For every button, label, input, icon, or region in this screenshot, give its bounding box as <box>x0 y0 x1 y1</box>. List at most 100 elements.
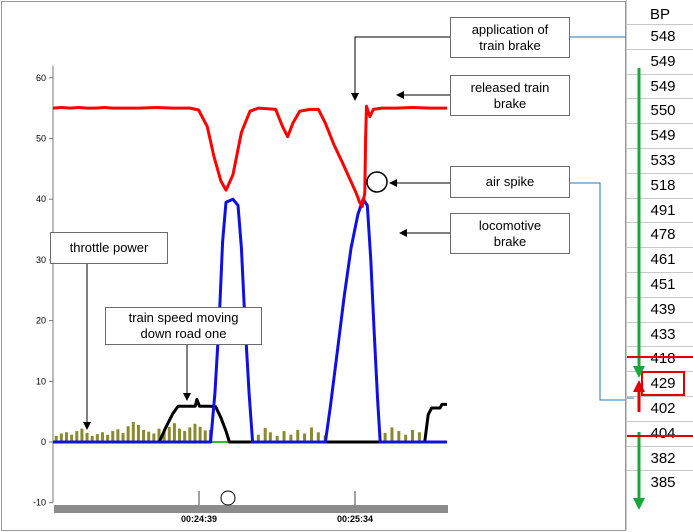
bp-row: 418 <box>627 346 693 371</box>
series-lines <box>52 104 447 444</box>
bp-value: 385 <box>650 474 676 492</box>
time-tick-label: 00:25:34 <box>337 514 373 524</box>
throttle-bar <box>167 426 171 442</box>
bp-row: 548 <box>627 24 693 49</box>
throttle-bar <box>75 431 79 442</box>
annotation-train-speed: train speed moving down road one <box>105 307 262 345</box>
annotation-application-brake: application of train brake <box>450 17 570 58</box>
throttle-bar <box>198 426 202 442</box>
throttle-bar <box>95 434 99 442</box>
bp-header: BP <box>649 6 670 23</box>
annotation-released-brake: released train brake <box>450 75 570 116</box>
throttle-bar <box>178 428 182 442</box>
y-tick-label: 40 <box>36 194 46 204</box>
throttle-bar <box>282 431 286 442</box>
time-axis: 00:24:39 00:25:34 <box>54 490 448 524</box>
bp-panel: BP 548 549 549 550 549 533 518 491 478 461 451 439 4… <box>626 0 693 530</box>
throttle-bar <box>100 432 104 442</box>
annotation-air-spike: air spike <box>450 166 570 198</box>
y-tick-label: 20 <box>36 316 46 326</box>
bp-value: 429 <box>641 371 685 397</box>
bp-row: 491 <box>627 197 693 223</box>
bp-row: 429 <box>627 371 693 397</box>
throttle-bar <box>152 433 156 442</box>
bp-value: 548 <box>650 28 676 45</box>
time-tick-label: 00:24:39 <box>181 514 217 524</box>
bp-value: 491 <box>650 201 676 219</box>
bp-value: 439 <box>650 300 676 318</box>
y-tick-label: 50 <box>36 134 46 144</box>
bp-value: 549 <box>650 52 676 70</box>
y-tick-label: 10 <box>36 376 46 386</box>
bp-value: 533 <box>650 152 676 169</box>
throttle-bar <box>309 427 313 442</box>
air-spike-circle <box>366 171 388 193</box>
bp-row: 478 <box>627 222 693 247</box>
annotation-arrows <box>83 36 627 430</box>
throttle-bar <box>80 428 84 442</box>
bp-row: 402 <box>627 396 693 421</box>
bp-row: 439 <box>627 296 693 322</box>
bp-value: 382 <box>650 449 676 467</box>
bp-row: 549 <box>627 123 693 148</box>
time-scrollbar <box>54 505 448 513</box>
series-line-locomotive-brake <box>53 197 447 444</box>
throttle-bar <box>64 432 68 442</box>
throttle-bar <box>147 431 151 442</box>
bp-row: 549 <box>627 48 693 74</box>
throttle-bar <box>70 434 74 442</box>
throttle-bar <box>136 425 140 442</box>
throttle-bar <box>116 429 120 442</box>
bp-row: 461 <box>627 247 693 272</box>
y-tick-label: 30 <box>36 255 46 265</box>
bp-value: 433 <box>650 325 676 343</box>
throttle-bar <box>268 432 272 442</box>
throttle-bar <box>397 431 401 442</box>
arrow-application-brake <box>351 36 450 101</box>
throttle-bar <box>54 435 58 442</box>
bp-value: 404 <box>650 424 676 442</box>
throttle-bar <box>411 429 415 442</box>
throttle-bar <box>131 421 135 442</box>
y-tick-label: 0 <box>41 437 46 447</box>
bp-row: 550 <box>627 98 693 123</box>
y-tick-label: 60 <box>36 73 46 83</box>
throttle-bar <box>90 435 94 442</box>
throttle-bar <box>289 434 293 442</box>
bp-value: 402 <box>650 400 676 417</box>
bp-value: 418 <box>650 350 676 368</box>
throttle-bar <box>142 429 146 442</box>
throttle-bar <box>188 427 192 442</box>
throttle-bar <box>383 432 387 442</box>
throttle-bar <box>203 430 207 442</box>
throttle-bar <box>256 434 260 442</box>
throttle-bar <box>172 423 176 442</box>
throttle-bar <box>106 434 110 442</box>
bp-row: 518 <box>627 172 693 198</box>
throttle-bar <box>162 431 166 442</box>
throttle-bar <box>303 433 307 442</box>
throttle-bar <box>126 426 130 442</box>
throttle-bar <box>275 435 279 442</box>
throttle-bar <box>59 433 63 442</box>
bp-row: 382 <box>627 445 693 471</box>
throttle-bar <box>111 431 115 442</box>
series-line-train-brake-pipe <box>52 104 447 208</box>
throttle-bar <box>157 428 161 442</box>
series-line-train-speed <box>53 398 447 444</box>
bp-row: 433 <box>627 321 693 347</box>
bp-value: 461 <box>650 251 676 269</box>
bp-value: 549 <box>650 127 676 145</box>
throttle-bar <box>183 431 187 442</box>
chart-axes: -10 0 10 20 30 40 50 60 <box>33 65 54 508</box>
bp-row: 549 <box>627 73 693 99</box>
bp-value: 550 <box>650 102 676 120</box>
bp-row: 451 <box>627 272 693 297</box>
bp-row: 404 <box>627 420 693 446</box>
throttle-bar <box>390 427 394 442</box>
cursor-marker <box>220 490 236 506</box>
throttle-bar <box>85 432 89 442</box>
throttle-bars <box>54 421 421 442</box>
brake-event-chart: -10 0 10 20 30 40 50 60 00:24:39 00:25:34 <box>33 36 627 524</box>
throttle-bar <box>417 432 421 442</box>
